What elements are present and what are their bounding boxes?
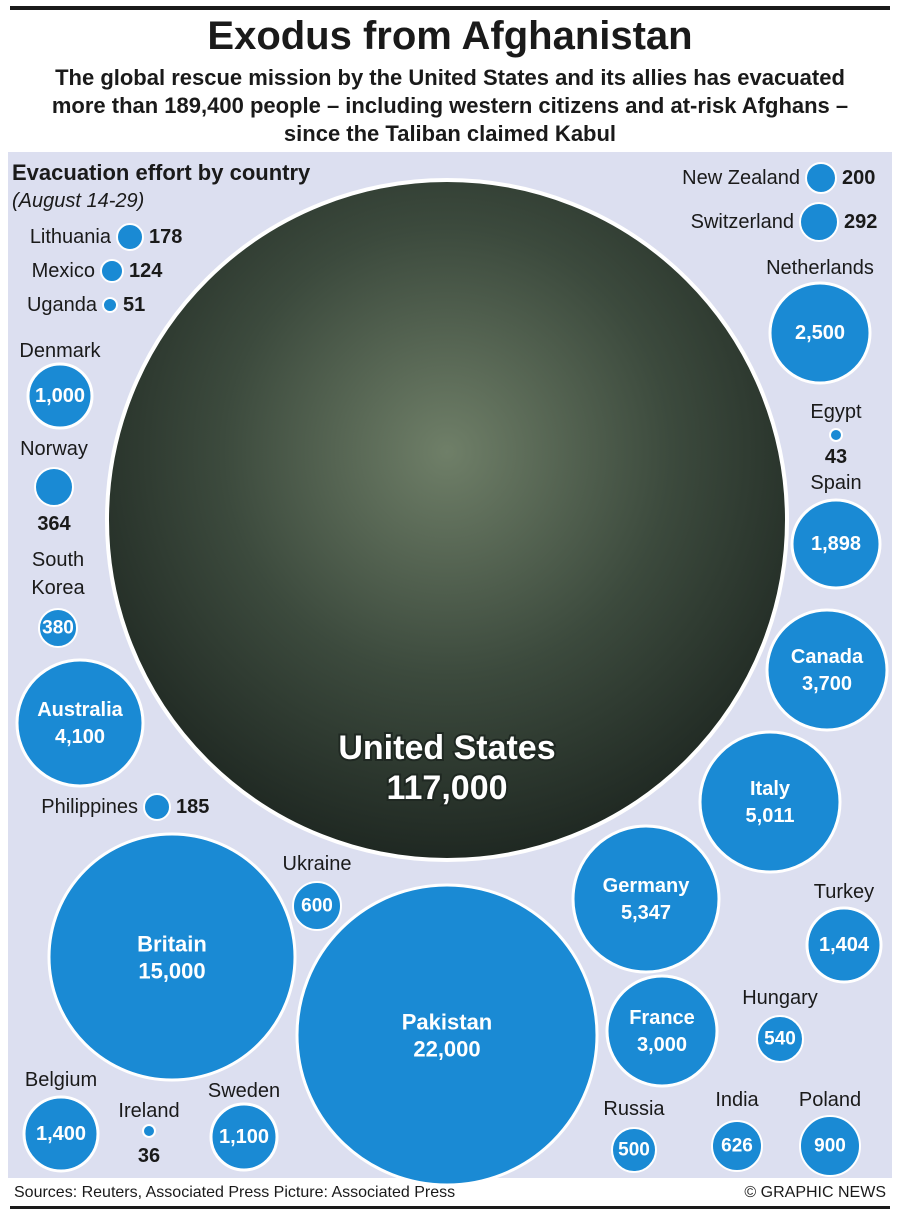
- bubble-france: [605, 974, 719, 1088]
- bubble-value-mexico: 124: [129, 260, 163, 282]
- bubble-name-mexico: Mexico: [32, 260, 95, 282]
- bubble-united-states: [105, 178, 789, 862]
- bubble-egypt: [829, 428, 843, 442]
- bubble-name-canada: Canada: [791, 646, 864, 668]
- bubble-value-italy: 5,011: [746, 805, 795, 827]
- bubble-ireland: [142, 1124, 156, 1138]
- bubble-name-sweden: Sweden: [208, 1080, 280, 1102]
- bubble-britain: [47, 832, 297, 1082]
- bubble-value-united-states: 117,000: [386, 769, 507, 807]
- bubble-italy: [698, 730, 842, 874]
- bubble-value-spain: 1,898: [811, 533, 861, 555]
- bottom-rule: [10, 1206, 890, 1209]
- bubble-belgium: [22, 1095, 100, 1173]
- bubble-name-belgium: Belgium: [25, 1069, 97, 1091]
- bubble-value-france: 3,000: [637, 1034, 687, 1056]
- bubble-canada: [765, 608, 889, 732]
- bubble-name-south-korea: Korea: [31, 577, 85, 599]
- bubble-name-india: India: [715, 1089, 759, 1111]
- bubble-value-norway: 364: [37, 513, 71, 535]
- bubble-value-new-zealand: 200: [842, 167, 875, 189]
- bubble-value-turkey: 1,404: [819, 934, 870, 956]
- bubble-name-hungary: Hungary: [742, 987, 818, 1009]
- section-date: (August 14-29): [12, 190, 145, 212]
- bubble-netherlands: [768, 281, 872, 385]
- bubble-value-ireland: 36: [138, 1145, 160, 1167]
- bubble-mexico: [100, 259, 124, 283]
- bubble-philippines: [143, 793, 171, 821]
- bubble-name-ireland: Ireland: [118, 1100, 179, 1122]
- bubble-new-zealand: [805, 162, 837, 194]
- top-rule: [10, 6, 890, 10]
- bubble-pakistan: [295, 883, 599, 1187]
- bubble-name-russia: Russia: [603, 1098, 665, 1120]
- bubble-name-pakistan: Pakistan: [402, 1010, 493, 1035]
- bubble-name-switzerland: Switzerland: [691, 211, 794, 233]
- bubble-value-uganda: 51: [123, 294, 145, 316]
- page-subtitle: The global rescue mission by the United …: [51, 65, 849, 146]
- bubble-value-lithuania: 178: [149, 226, 182, 248]
- bubble-uganda: [102, 297, 118, 313]
- bubble-spain: [790, 498, 882, 590]
- bubble-value-sweden: 1,100: [219, 1126, 269, 1148]
- bubble-value-pakistan: 22,000: [413, 1037, 480, 1062]
- bubble-australia: [15, 658, 145, 788]
- bubble-name-britain: Britain: [137, 932, 207, 957]
- bubble-ukraine: [292, 881, 342, 931]
- bubble-name-egypt: Egypt: [810, 401, 862, 423]
- bubble-name-spain: Spain: [810, 472, 861, 494]
- bubble-value-australia: 4,100: [55, 726, 105, 748]
- bubble-name-poland: Poland: [799, 1089, 861, 1111]
- bubble-name-france: France: [629, 1007, 695, 1029]
- page-title: Exodus from Afghanistan: [207, 14, 693, 58]
- bubble-norway: [34, 467, 74, 507]
- bubble-name-ukraine: Ukraine: [283, 853, 352, 875]
- bubble-turkey: [805, 906, 883, 984]
- bubble-value-philippines: 185: [176, 796, 209, 818]
- bubble-sweden: [209, 1102, 279, 1172]
- bubble-value-poland: 900: [814, 1136, 846, 1157]
- bubble-name-denmark: Denmark: [19, 340, 101, 362]
- section-title: Evacuation effort by country: [12, 160, 311, 185]
- bubble-germany: [571, 824, 721, 974]
- bubble-value-south-korea: 380: [42, 618, 74, 639]
- bubble-name-turkey: Turkey: [814, 881, 874, 903]
- bubble-hungary: [756, 1015, 804, 1063]
- bubble-south-korea: [38, 608, 78, 648]
- bubble-value-switzerland: 292: [844, 211, 877, 233]
- bubble-lithuania: [116, 223, 144, 251]
- bubble-name-australia: Australia: [37, 699, 123, 721]
- bubble-value-hungary: 540: [764, 1029, 796, 1050]
- bubble-value-netherlands: 2,500: [795, 322, 845, 344]
- footer-sources: Sources: Reuters, Associated Press Pictu…: [14, 1184, 456, 1201]
- bubble-name-netherlands: Netherlands: [766, 257, 874, 279]
- bubble-denmark: [26, 362, 94, 430]
- bubble-name-south-korea: South: [32, 549, 84, 571]
- bubble-value-germany: 5,347: [621, 902, 671, 924]
- bubble-name-uganda: Uganda: [27, 294, 98, 316]
- bubble-name-philippines: Philippines: [41, 796, 138, 818]
- bubble-value-ukraine: 600: [301, 896, 333, 917]
- bubble-name-united-states: United States: [338, 729, 555, 767]
- bubble-poland: [799, 1115, 861, 1177]
- bubble-value-russia: 500: [618, 1140, 650, 1161]
- bubble-name-lithuania: Lithuania: [30, 226, 112, 248]
- bubble-value-britain: 15,000: [138, 959, 205, 984]
- bubble-name-new-zealand: New Zealand: [682, 167, 800, 189]
- bubble-name-norway: Norway: [20, 438, 88, 460]
- bubble-value-denmark: 1,000: [35, 385, 85, 407]
- bubble-value-egypt: 43: [825, 446, 847, 468]
- bubble-value-canada: 3,700: [802, 673, 852, 695]
- bubble-switzerland: [799, 202, 839, 242]
- bubble-russia: [611, 1127, 657, 1173]
- bubble-value-belgium: 1,400: [36, 1123, 86, 1145]
- footer-credit: © GRAPHIC NEWS: [744, 1184, 886, 1201]
- bubble-india: [711, 1120, 763, 1172]
- bubble-name-italy: Italy: [750, 778, 791, 800]
- bubble-name-germany: Germany: [603, 875, 691, 897]
- bubble-value-india: 626: [721, 1136, 753, 1157]
